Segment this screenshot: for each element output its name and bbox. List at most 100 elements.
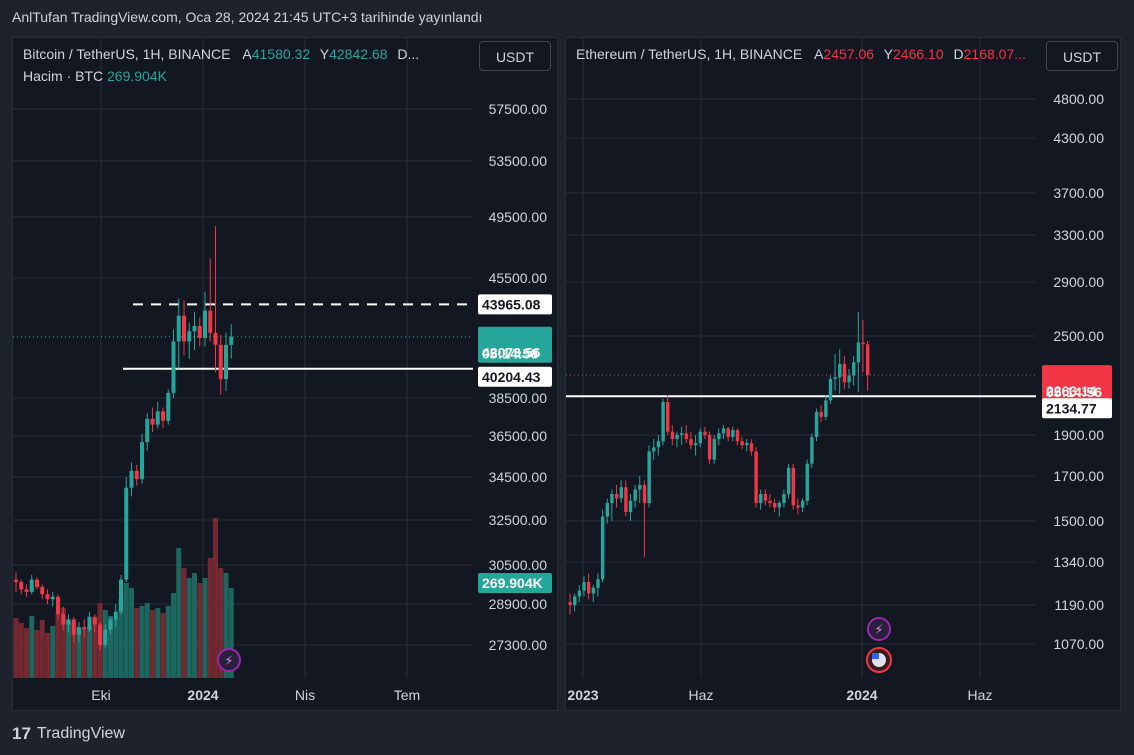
- ethereum-candle: [754, 451, 758, 503]
- ethereum-candle: [596, 579, 600, 588]
- bitcoin-candle: [29, 579, 34, 592]
- ethereum-y-tick: 4300.00: [1053, 130, 1104, 146]
- bitcoin-lightning-icon: [217, 648, 241, 672]
- bitcoin-y-tick: 49500.00: [489, 209, 548, 225]
- ethereum-y-tick: 1700.00: [1053, 468, 1104, 484]
- bitcoin-candle: [129, 470, 134, 488]
- bitcoin-chart-panel[interactable]: 57500.00 53500.00 49500.00 45500.00 38500.00…: [12, 37, 558, 711]
- bitcoin-y-tick: 36500.00: [489, 428, 548, 444]
- ethereum-candle: [805, 463, 809, 501]
- bitcoin-candle: [192, 326, 197, 332]
- bitcoin-candle: [145, 418, 150, 443]
- bitcoin-symbol: Bitcoin / TetherUS, 1H, BINANCE: [23, 46, 231, 62]
- bitcoin-candle: [87, 616, 92, 630]
- ethereum-y-tick: 1340.00: [1053, 554, 1104, 570]
- bitcoin-candle: [103, 629, 108, 645]
- bitcoin-y-tick: 53500.00: [489, 153, 548, 169]
- ethereum-candle: [731, 430, 735, 438]
- ethereum-y-tick: 3300.00: [1053, 227, 1104, 243]
- ethereum-d-value: 2168.07...: [963, 46, 1026, 62]
- ethereum-d-label: D: [953, 46, 964, 62]
- bitcoin-current-price-label: 42073.56: [482, 345, 541, 361]
- bitcoin-volume-bar: [39, 620, 45, 678]
- ethereum-candle: [763, 494, 768, 501]
- bitcoin-volume-bar: [50, 626, 56, 678]
- ethereum-candle: [577, 590, 582, 597]
- ethereum-a-label: A: [814, 46, 824, 62]
- bitcoin-y-tick: 57500.00: [489, 101, 548, 117]
- ethereum-candle: [698, 431, 702, 444]
- bitcoin-volume-bar: [66, 620, 71, 678]
- bitcoin-candle: [203, 310, 207, 338]
- ethereum-currency-button[interactable]: USDT: [1046, 41, 1118, 71]
- ethereum-candle: [786, 467, 791, 494]
- bitcoin-volume-bar: [150, 610, 155, 678]
- bitcoin-y-value: 42842.68: [329, 46, 388, 62]
- bitcoin-chart-svg[interactable]: 57500.00 53500.00 49500.00 45500.00 38500.00…: [13, 38, 558, 711]
- ethereum-candle: [712, 439, 716, 460]
- bitcoin-resistance-label: 43965.08: [482, 296, 541, 312]
- published-header: AnlTufan TradingView.com, Oca 28, 2024 2…: [12, 9, 483, 25]
- ethereum-candle: [680, 433, 684, 435]
- tradingview-brand[interactable]: TradingView: [36, 725, 125, 742]
- bitcoin-volume-label: Hacim · BTC: [23, 68, 104, 84]
- ethereum-chart-svg[interactable]: 4800.00 4300.00 3700.00 3300.00 2900.00 2500.…: [566, 38, 1121, 711]
- ethereum-candle: [568, 602, 572, 605]
- ethereum-candle: [856, 342, 861, 363]
- bitcoin-volume-bar: [202, 578, 208, 678]
- bitcoin-candle: [134, 470, 139, 480]
- bitcoin-legend: Bitcoin / TetherUS, 1H, BINANCE A41580.3…: [23, 46, 419, 62]
- ethereum-candle: [642, 485, 647, 503]
- bitcoin-y-tick: 38500.00: [489, 390, 548, 406]
- ethereum-candle: [745, 443, 749, 446]
- ethereum-candle: [573, 596, 577, 605]
- ethereum-current-price-label: 2263.14: [1046, 383, 1097, 399]
- bitcoin-volume-bar: [129, 588, 134, 678]
- bitcoin-candle: [71, 619, 76, 635]
- ethereum-candle: [587, 582, 591, 594]
- bitcoin-volume-bar: [29, 616, 35, 678]
- bitcoin-currency-button[interactable]: USDT: [479, 41, 551, 71]
- ethereum-lightning-icon: [867, 617, 891, 641]
- ethereum-candle: [810, 437, 814, 464]
- bitcoin-volume-bar: [18, 623, 24, 678]
- ethereum-chart-panel[interactable]: 4800.00 4300.00 3700.00 3300.00 2900.00 2500.…: [565, 37, 1121, 711]
- bitcoin-candle: [50, 596, 55, 600]
- ethereum-y-value: 2466.10: [893, 46, 944, 62]
- ethereum-y-tick: 2500.00: [1053, 328, 1104, 344]
- us-flag-canton: [872, 653, 879, 659]
- bitcoin-candle: [140, 442, 144, 480]
- ethereum-x-tick: 2024: [846, 687, 877, 703]
- ethereum-candle: [777, 503, 782, 508]
- bitcoin-candle: [213, 332, 218, 345]
- ethereum-candle: [749, 443, 754, 452]
- ethereum-candle: [605, 503, 609, 517]
- bitcoin-volume-bar: [81, 630, 87, 678]
- ethereum-candle: [866, 344, 870, 376]
- bitcoin-volume-bar: [144, 603, 150, 678]
- ethereum-support-label: 2134.77: [1046, 400, 1097, 416]
- bitcoin-volume-bar: [60, 608, 66, 678]
- bitcoin-a-label: A: [242, 46, 252, 62]
- ethereum-candle: [824, 400, 828, 417]
- bitcoin-volume-bar: [123, 583, 129, 678]
- tradingview-logo-icon: 17: [12, 724, 31, 743]
- ethereum-candle: [814, 411, 819, 438]
- bitcoin-candle: [155, 411, 160, 425]
- bitcoin-candle: [113, 611, 118, 620]
- bitcoin-candle: [229, 336, 234, 345]
- ethereum-candle: [707, 435, 712, 460]
- ethereum-x-tick: 2023: [567, 687, 598, 703]
- ethereum-candle: [656, 441, 661, 448]
- ethereum-candle: [693, 443, 698, 446]
- bitcoin-x-tick: Nis: [295, 687, 315, 703]
- bitcoin-volume-bar: [139, 606, 145, 678]
- bitcoin-y-tick: 27300.00: [489, 637, 548, 653]
- bitcoin-candle: [98, 624, 102, 645]
- ethereum-candle: [759, 494, 763, 503]
- bitcoin-volume-price-label: 269.904K: [482, 575, 543, 591]
- bitcoin-candle: [66, 619, 71, 625]
- ethereum-symbol: Ethereum / TetherUS, 1H, BINANCE: [576, 46, 803, 62]
- bitcoin-candle: [208, 310, 213, 333]
- bitcoin-volume-bar: [76, 628, 82, 678]
